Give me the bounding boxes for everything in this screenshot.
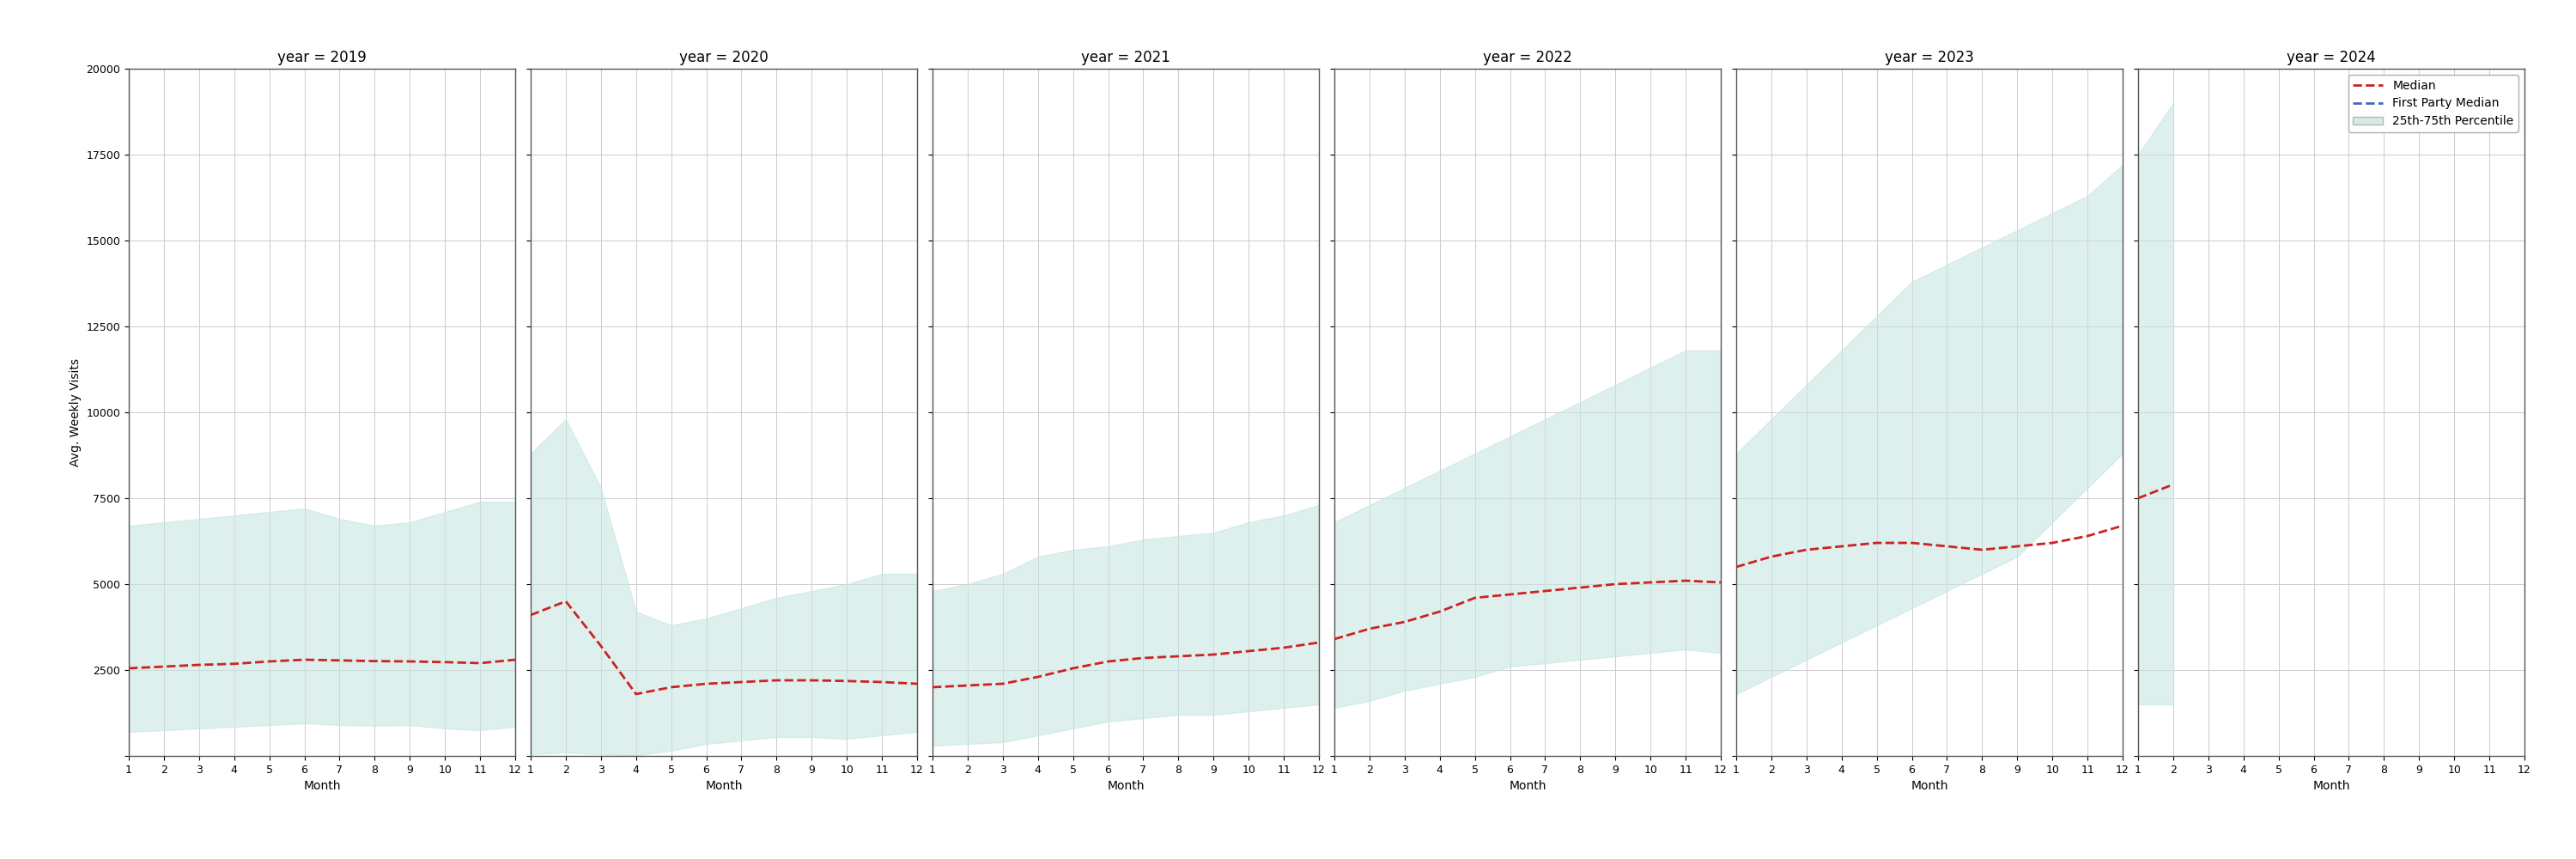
Median xyxy=(430,657,461,667)
Line: Median: Median xyxy=(129,660,515,668)
Median xyxy=(394,656,425,667)
Line: Median: Median xyxy=(1334,581,1721,639)
Median xyxy=(1461,593,1492,603)
Median xyxy=(1826,541,1857,551)
Median xyxy=(2038,538,2069,548)
Median xyxy=(1494,589,1525,600)
Line: Median: Median xyxy=(2138,484,2174,498)
Median xyxy=(1896,538,1927,548)
Median xyxy=(1790,545,1821,555)
Median xyxy=(183,660,214,670)
Median xyxy=(760,675,791,685)
Median xyxy=(1705,577,1736,588)
Median xyxy=(1388,617,1419,627)
Median xyxy=(1059,663,1090,673)
Median xyxy=(464,658,495,668)
Median xyxy=(515,610,546,620)
Median xyxy=(1636,577,1667,588)
Median xyxy=(2123,493,2154,503)
Median xyxy=(2107,521,2138,531)
Median xyxy=(1757,551,1788,562)
Median xyxy=(657,682,688,692)
Median xyxy=(953,680,984,691)
Median xyxy=(1965,545,1996,555)
Median xyxy=(690,679,721,689)
Median xyxy=(1267,643,1298,653)
X-axis label: Month: Month xyxy=(1911,780,1947,792)
Median xyxy=(1023,672,1054,682)
Median xyxy=(289,655,319,665)
Median xyxy=(1721,562,1752,572)
Median xyxy=(1425,606,1455,617)
Line: Median: Median xyxy=(531,601,917,694)
Median xyxy=(1564,582,1595,593)
Median xyxy=(1162,651,1193,661)
Median xyxy=(917,682,948,692)
Median xyxy=(2071,531,2102,541)
X-axis label: Month: Month xyxy=(1108,780,1144,792)
Median xyxy=(832,676,863,686)
Legend: Median, First Party Median, 25th-75th Percentile: Median, First Party Median, 25th-75th Pe… xyxy=(2349,75,2519,132)
Title: year = 2019: year = 2019 xyxy=(278,50,366,65)
Title: year = 2021: year = 2021 xyxy=(1082,50,1170,65)
Line: Median: Median xyxy=(1736,526,2123,567)
Median xyxy=(1862,538,1893,548)
Median xyxy=(1234,646,1265,656)
Median xyxy=(2002,541,2032,551)
Median xyxy=(2159,479,2190,490)
Y-axis label: Avg. Weekly Visits: Avg. Weekly Visits xyxy=(70,358,82,466)
Median xyxy=(866,677,896,687)
Median xyxy=(358,656,389,667)
Median xyxy=(551,596,582,606)
Title: year = 2020: year = 2020 xyxy=(680,50,768,65)
Median xyxy=(585,641,616,651)
Line: Median: Median xyxy=(933,643,1319,687)
Median xyxy=(1319,634,1350,644)
Median xyxy=(1198,649,1229,660)
Median xyxy=(219,659,250,669)
Median xyxy=(149,661,180,672)
Median xyxy=(987,679,1018,689)
Title: year = 2022: year = 2022 xyxy=(1484,50,1571,65)
Median xyxy=(902,679,933,689)
Median xyxy=(1932,541,1963,551)
Median xyxy=(796,675,827,685)
Median xyxy=(1128,653,1159,663)
Median xyxy=(1669,576,1700,586)
Median xyxy=(255,656,286,667)
X-axis label: Month: Month xyxy=(2313,780,2349,792)
Median xyxy=(1303,637,1334,648)
Median xyxy=(1600,579,1631,589)
Median xyxy=(325,655,355,666)
Median xyxy=(1092,656,1123,667)
Median xyxy=(500,655,531,665)
Median xyxy=(726,677,757,687)
Title: year = 2024: year = 2024 xyxy=(2287,50,2375,65)
X-axis label: Month: Month xyxy=(304,780,340,792)
X-axis label: Month: Month xyxy=(706,780,742,792)
Median xyxy=(1530,586,1561,596)
X-axis label: Month: Month xyxy=(1510,780,1546,792)
Median xyxy=(1355,624,1386,634)
Title: year = 2023: year = 2023 xyxy=(1886,50,1973,65)
Median xyxy=(621,689,652,699)
Median xyxy=(113,663,144,673)
